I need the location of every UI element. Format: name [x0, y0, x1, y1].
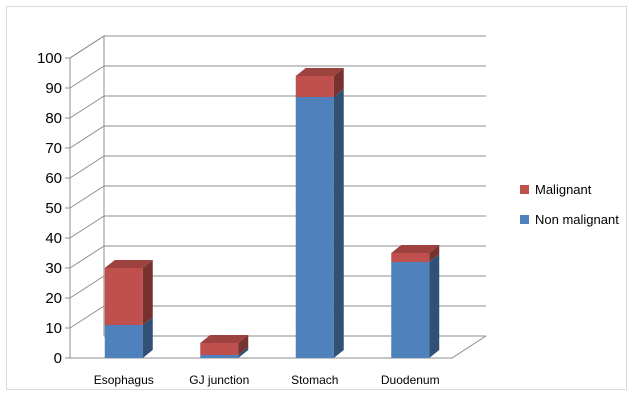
x-tick-label: Duodenum: [381, 373, 440, 387]
bar-top: [104, 260, 153, 268]
gridline-side: [69, 305, 105, 329]
gridline-side: [69, 215, 105, 239]
legend-label: Malignant: [535, 182, 592, 197]
gridline-side: [69, 245, 105, 269]
bar-segment-non-malignant: [391, 254, 440, 358]
x-tick-label: Stomach: [291, 373, 338, 387]
bar-side: [142, 260, 153, 325]
y-tick-label: 80: [45, 110, 62, 127]
bar-segment-malignant: [200, 335, 249, 355]
bar-side: [333, 89, 344, 358]
gridline-side: [69, 155, 105, 179]
y-tick-label: 10: [45, 320, 62, 337]
bar-front: [104, 325, 143, 358]
legend-swatch: [520, 185, 529, 194]
x-axis-labels: Esophagus GJ junction Stomach Duodenum: [94, 373, 440, 387]
bar-top: [391, 245, 440, 253]
gridline-side: [69, 125, 105, 149]
bar-side: [429, 254, 440, 358]
legend: Malignant Non malignant: [520, 182, 619, 227]
bar-segment-non-malignant: [295, 89, 344, 358]
y-tick-label: 60: [45, 170, 62, 187]
bar-segment-non-malignant: [104, 317, 153, 358]
y-tick-label: 40: [45, 230, 62, 247]
bar-top: [295, 68, 344, 76]
bar-front: [295, 76, 334, 97]
legend-label: Non malignant: [535, 212, 619, 227]
y-tick-label: 20: [45, 290, 62, 307]
y-tick-label: 0: [54, 350, 62, 367]
gridline-side: [69, 185, 105, 209]
bar-segment-malignant: [391, 245, 440, 262]
bar-segment-malignant: [295, 68, 344, 97]
y-tick-label: 50: [45, 200, 62, 217]
x-tick-label: Esophagus: [94, 373, 154, 387]
y-axis-ticks: 0 10 20 30 40 50 60 70 80 90 100: [37, 50, 70, 367]
floor-edge: [70, 335, 487, 359]
bar-side: [238, 347, 249, 358]
bar-side: [429, 245, 440, 262]
y-tick-label: 70: [45, 140, 62, 157]
bar-segment-malignant: [104, 260, 153, 325]
bar-front: [200, 355, 239, 358]
y-tick-label: 30: [45, 260, 62, 277]
legend-item: Non malignant: [520, 212, 619, 227]
bar-front: [391, 253, 430, 262]
bar-side: [333, 68, 344, 97]
bar-segment-non-malignant: [200, 347, 249, 358]
gridline-side: [69, 35, 105, 59]
gridline-side: [69, 95, 105, 119]
gridline-side: [69, 65, 105, 89]
legend-swatch: [520, 215, 529, 224]
gridline-side: [69, 275, 105, 299]
x-tick-label: GJ junction: [189, 373, 249, 387]
bar-front: [391, 262, 430, 358]
y-tick-label: 100: [37, 50, 62, 67]
bar-front: [200, 343, 239, 355]
bar-top: [200, 335, 249, 343]
bars: [104, 68, 440, 358]
bar-side: [238, 335, 249, 355]
bar-side: [142, 317, 153, 358]
bar-front: [104, 268, 143, 325]
legend-item: Malignant: [520, 182, 592, 197]
bar-front: [295, 97, 334, 358]
y-tick-label: 90: [45, 80, 62, 97]
